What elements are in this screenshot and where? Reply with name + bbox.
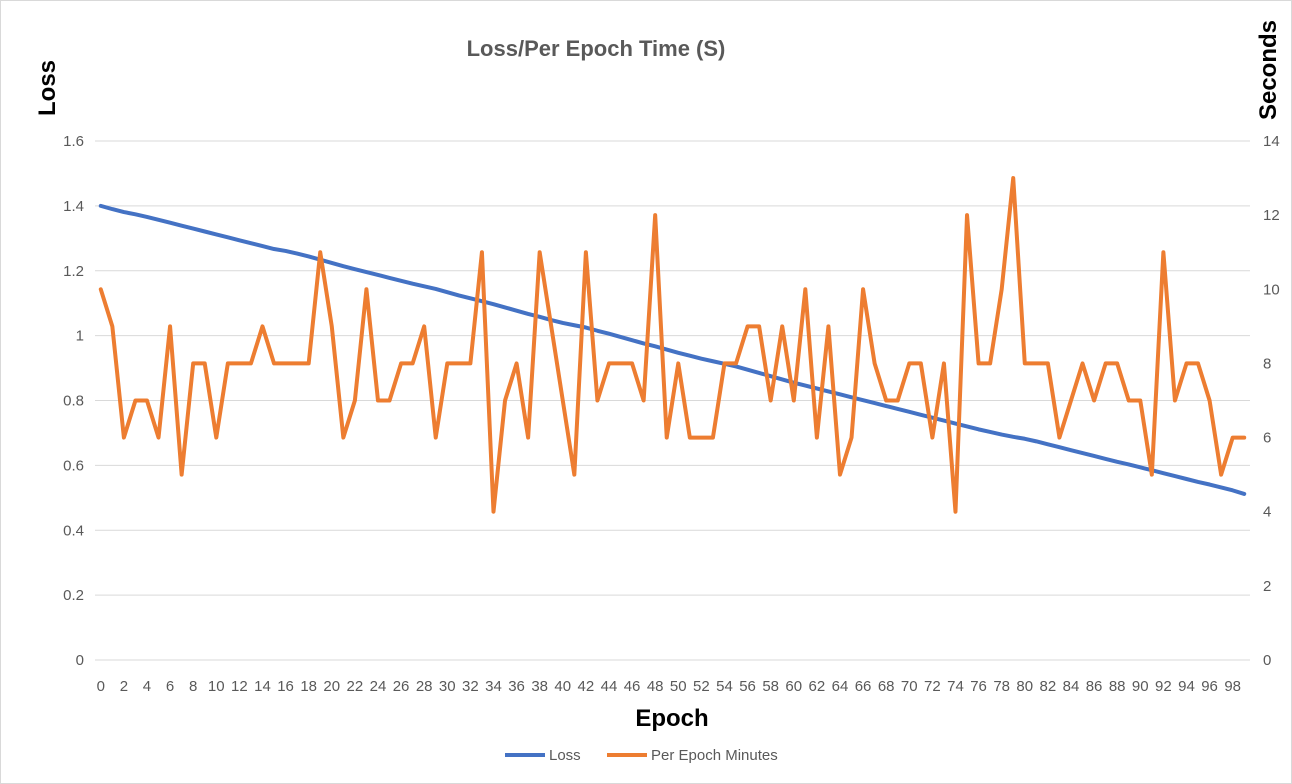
x-tick-label: 76 xyxy=(970,678,987,695)
y-right-tick-label: 12 xyxy=(1263,207,1280,224)
x-tick-label: 34 xyxy=(485,678,502,695)
y-left-tick-label: 0.8 xyxy=(63,393,84,410)
x-tick-label: 94 xyxy=(1178,678,1195,695)
x-tick-label: 12 xyxy=(231,678,248,695)
x-tick-label: 24 xyxy=(370,678,387,695)
x-tick-label: 72 xyxy=(924,678,941,695)
x-tick-label: 4 xyxy=(143,678,151,695)
y-right-tick-label: 0 xyxy=(1263,652,1271,669)
x-tick-label: 80 xyxy=(1016,678,1033,695)
y-left-tick-label: 1.2 xyxy=(63,263,84,280)
y-right-tick-label: 8 xyxy=(1263,355,1271,372)
x-tick-label: 74 xyxy=(947,678,964,695)
y-left-tick-label: 1 xyxy=(76,328,84,345)
x-tick-label: 50 xyxy=(670,678,687,695)
x-tick-label: 78 xyxy=(993,678,1010,695)
chart-title: Loss/Per Epoch Time (S) xyxy=(467,36,726,61)
x-tick-label: 22 xyxy=(347,678,364,695)
x-tick-label: 92 xyxy=(1155,678,1172,695)
x-tick-label: 8 xyxy=(189,678,197,695)
y-right-tick-label: 6 xyxy=(1263,430,1271,447)
x-tick-label: 68 xyxy=(878,678,895,695)
x-tick-label: 10 xyxy=(208,678,225,695)
x-tick-label: 66 xyxy=(855,678,872,695)
x-tick-label: 52 xyxy=(693,678,710,695)
series-line-per-epoch-minutes xyxy=(98,176,1247,514)
x-tick-label: 30 xyxy=(439,678,456,695)
y-right-tick-label: 2 xyxy=(1263,578,1271,595)
x-axis-title: Epoch xyxy=(635,705,708,732)
x-tick-label: 0 xyxy=(97,678,105,695)
x-tick-label: 44 xyxy=(601,678,618,695)
y-left-tick-label: 0.6 xyxy=(63,457,84,474)
x-tick-label: 16 xyxy=(277,678,294,695)
x-tick-label: 20 xyxy=(323,678,340,695)
legend: Loss Per Epoch Minutes xyxy=(505,747,778,764)
y-axis-right-title: Seconds xyxy=(1255,20,1282,120)
x-tick-label: 48 xyxy=(647,678,664,695)
x-tick-label: 70 xyxy=(901,678,918,695)
x-tick-label: 42 xyxy=(578,678,595,695)
y-left-tick-label: 0.2 xyxy=(63,587,84,604)
x-tick-label: 26 xyxy=(393,678,410,695)
legend-label-per-epoch-minutes: Per Epoch Minutes xyxy=(651,747,778,764)
x-tick-label: 38 xyxy=(531,678,548,695)
x-tick-label: 58 xyxy=(762,678,779,695)
x-tick-label: 64 xyxy=(832,678,849,695)
x-tick-label: 84 xyxy=(1063,678,1080,695)
x-tick-label: 60 xyxy=(785,678,802,695)
x-tick-label: 32 xyxy=(462,678,479,695)
series-line-loss xyxy=(98,203,1247,496)
y-right-tick-label: 14 xyxy=(1263,133,1280,150)
series-lines xyxy=(98,176,1247,514)
x-tick-label: 28 xyxy=(416,678,433,695)
x-tick-label: 96 xyxy=(1201,678,1218,695)
x-tick-label: 62 xyxy=(809,678,826,695)
y-left-tick-label: 0.4 xyxy=(63,522,84,539)
y-left-tick-label: 0 xyxy=(76,652,84,669)
x-tick-label: 82 xyxy=(1040,678,1057,695)
x-tick-label: 18 xyxy=(300,678,317,695)
legend-label-loss: Loss xyxy=(549,747,581,764)
x-tick-label: 98 xyxy=(1224,678,1241,695)
x-tick-label: 2 xyxy=(120,678,128,695)
x-tick-label: 40 xyxy=(554,678,571,695)
y-left-tick-label: 1.4 xyxy=(63,198,84,215)
gridlines xyxy=(95,140,1250,661)
x-tick-label: 88 xyxy=(1109,678,1126,695)
x-tick-label: 86 xyxy=(1086,678,1103,695)
x-tick-label: 54 xyxy=(716,678,733,695)
y-axis-left-title: Loss xyxy=(34,60,61,116)
y-right-tick-label: 4 xyxy=(1263,504,1271,521)
x-tick-label: 14 xyxy=(254,678,271,695)
x-tick-label: 90 xyxy=(1132,678,1149,695)
y-right-tick-label: 10 xyxy=(1263,281,1280,298)
y-left-tick-label: 1.6 xyxy=(63,133,84,150)
x-tick-label: 6 xyxy=(166,678,174,695)
x-tick-label: 46 xyxy=(624,678,641,695)
x-tick-label: 36 xyxy=(508,678,525,695)
x-tick-label: 56 xyxy=(739,678,756,695)
